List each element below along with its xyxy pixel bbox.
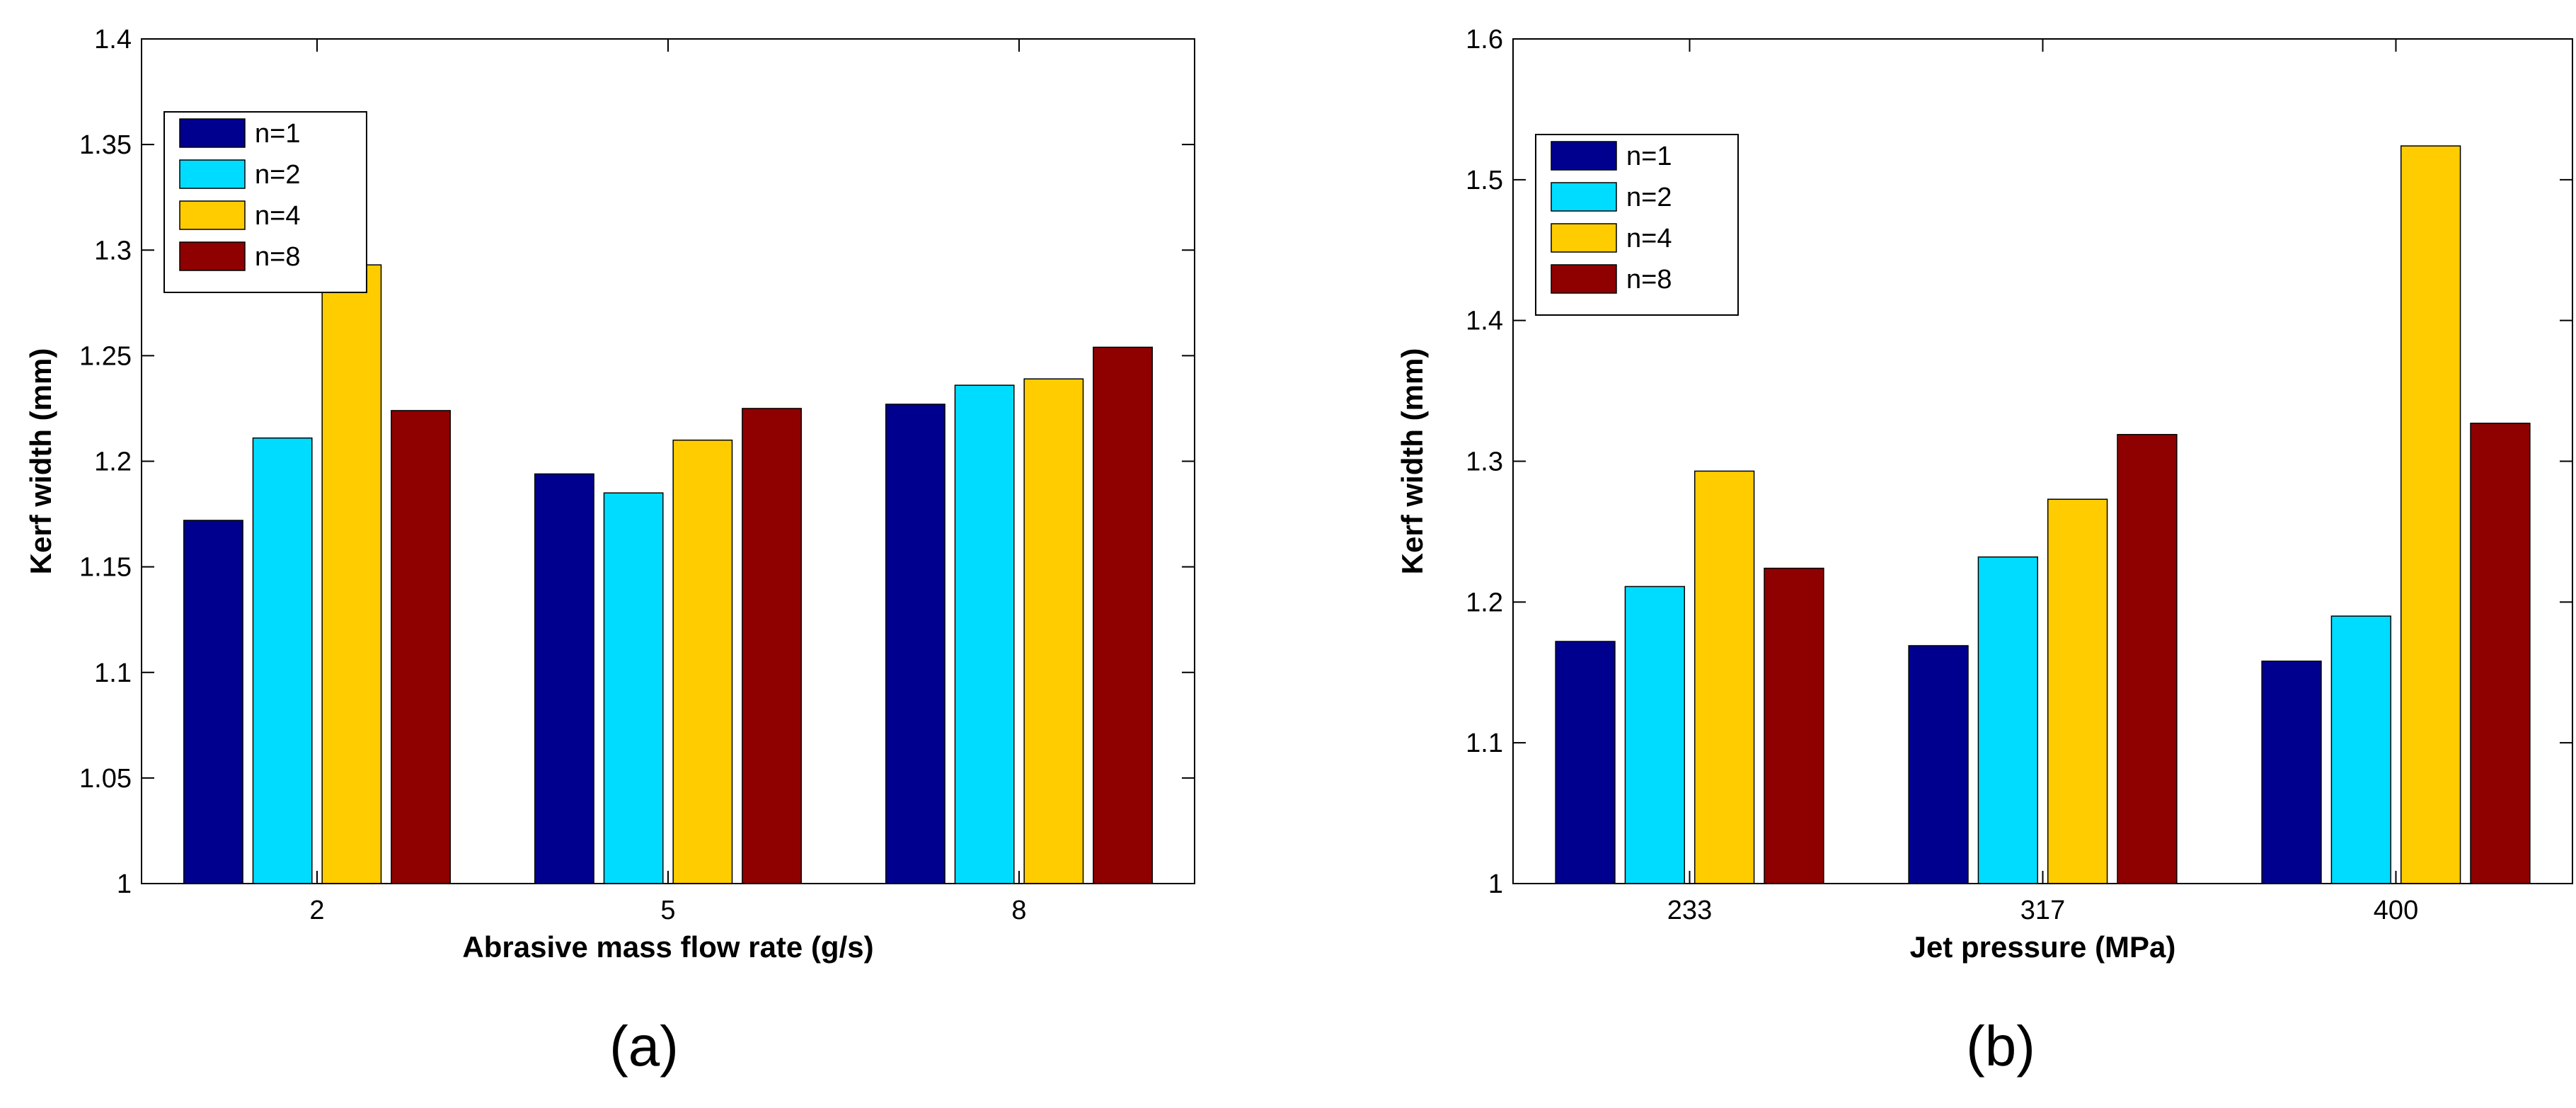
y-tick-label: 1 <box>117 869 132 899</box>
legend-label-n1: n=1 <box>255 119 300 149</box>
legend-swatch-n1 <box>179 118 246 148</box>
y-tick-label: 1.35 <box>79 130 132 160</box>
legend-swatch-n4 <box>179 200 246 230</box>
y-tick-label: 1 <box>1488 869 1503 899</box>
panel-caption: (a) <box>609 1015 679 1078</box>
bar-n8-8 <box>1093 346 1153 884</box>
bar-n4-233 <box>1694 470 1755 884</box>
bar-n4-317 <box>2047 498 2108 884</box>
y-tick-label: 1.15 <box>79 553 132 583</box>
bar-n8-2 <box>391 410 451 884</box>
legend-swatch-n1 <box>1551 141 1617 171</box>
bar-n2-2 <box>252 437 313 884</box>
legend-label-n2: n=2 <box>1626 183 1672 212</box>
legend-label-n2: n=2 <box>255 160 300 190</box>
legend-label-n1: n=1 <box>1626 142 1672 171</box>
legend-swatch-n8 <box>179 241 246 271</box>
x-axis-label: Jet pressure (MPa) <box>1910 930 2176 964</box>
bar-n8-317 <box>2117 433 2178 884</box>
x-tick-label: 233 <box>1667 896 1712 925</box>
x-tick-label: 5 <box>660 896 675 925</box>
y-tick-label: 1.05 <box>79 764 132 794</box>
bar-n1-233 <box>1555 641 1616 884</box>
bar-n2-233 <box>1624 586 1686 884</box>
x-tick-label: 8 <box>1011 896 1026 925</box>
y-tick-label: 1.1 <box>1466 729 1503 758</box>
panel-caption: (b) <box>1966 1015 2035 1078</box>
bar-n8-400 <box>2470 423 2531 884</box>
y-axis-label: Kerf width (mm) <box>24 348 57 575</box>
y-tick-label: 1.2 <box>94 447 132 477</box>
x-tick-label: 2 <box>309 896 324 925</box>
y-tick-label: 1.2 <box>1466 588 1503 617</box>
legend-label-n4: n=4 <box>1626 224 1672 253</box>
legend-swatch-n8 <box>1551 264 1617 294</box>
chart-b: 1 1.1 1.2 1.3 1.4 1.5 1.6 233 317 400 Jet pressure… <box>1396 25 2573 1078</box>
bar-n1-8 <box>885 404 945 884</box>
y-tick-label: 1.3 <box>1466 447 1503 477</box>
legend-swatch-n2 <box>1551 182 1617 212</box>
y-tick-label: 1.3 <box>94 236 132 265</box>
legend-swatch-n4 <box>1551 223 1617 253</box>
bar-n1-5 <box>534 473 594 884</box>
chart-a: 1 1.05 1.1 1.15 1.2 1.25 1.3 1.35 1.4 2 5 8 Abrasive… <box>24 25 1195 1078</box>
y-tick-label: 1.5 <box>1466 166 1503 195</box>
bar-n1-400 <box>2261 661 2322 884</box>
bar-n2-8 <box>954 384 1015 884</box>
y-tick-label: 1.4 <box>94 25 132 55</box>
bar-n4-2 <box>321 264 382 884</box>
x-axis-label: Abrasive mass flow rate (g/s) <box>462 930 873 964</box>
x-tick-label: 400 <box>2374 896 2418 925</box>
legend-label-n8: n=8 <box>1626 265 1672 295</box>
legend-swatch-n2 <box>179 159 246 189</box>
x-tick-label: 317 <box>2020 896 2065 925</box>
legend-label-n8: n=8 <box>255 242 300 272</box>
bar-n2-400 <box>2330 615 2392 884</box>
bar-n4-8 <box>1023 378 1084 884</box>
bar-n1-2 <box>183 520 243 884</box>
y-tick-label: 1.25 <box>79 341 132 371</box>
bar-n4-400 <box>2400 145 2461 884</box>
bar-n8-233 <box>1764 567 1824 884</box>
bar-n4-5 <box>672 439 733 884</box>
bar-n2-317 <box>1977 556 2039 884</box>
legend-label-n4: n=4 <box>255 201 300 231</box>
bar-n2-5 <box>603 492 664 884</box>
y-axis-label: Kerf width (mm) <box>1396 348 1429 575</box>
y-tick-label: 1.6 <box>1466 25 1503 55</box>
y-tick-label: 1.4 <box>1466 307 1503 336</box>
bar-n8-5 <box>742 408 802 884</box>
bar-n1-317 <box>1908 645 1969 884</box>
y-tick-label: 1.1 <box>94 658 132 688</box>
